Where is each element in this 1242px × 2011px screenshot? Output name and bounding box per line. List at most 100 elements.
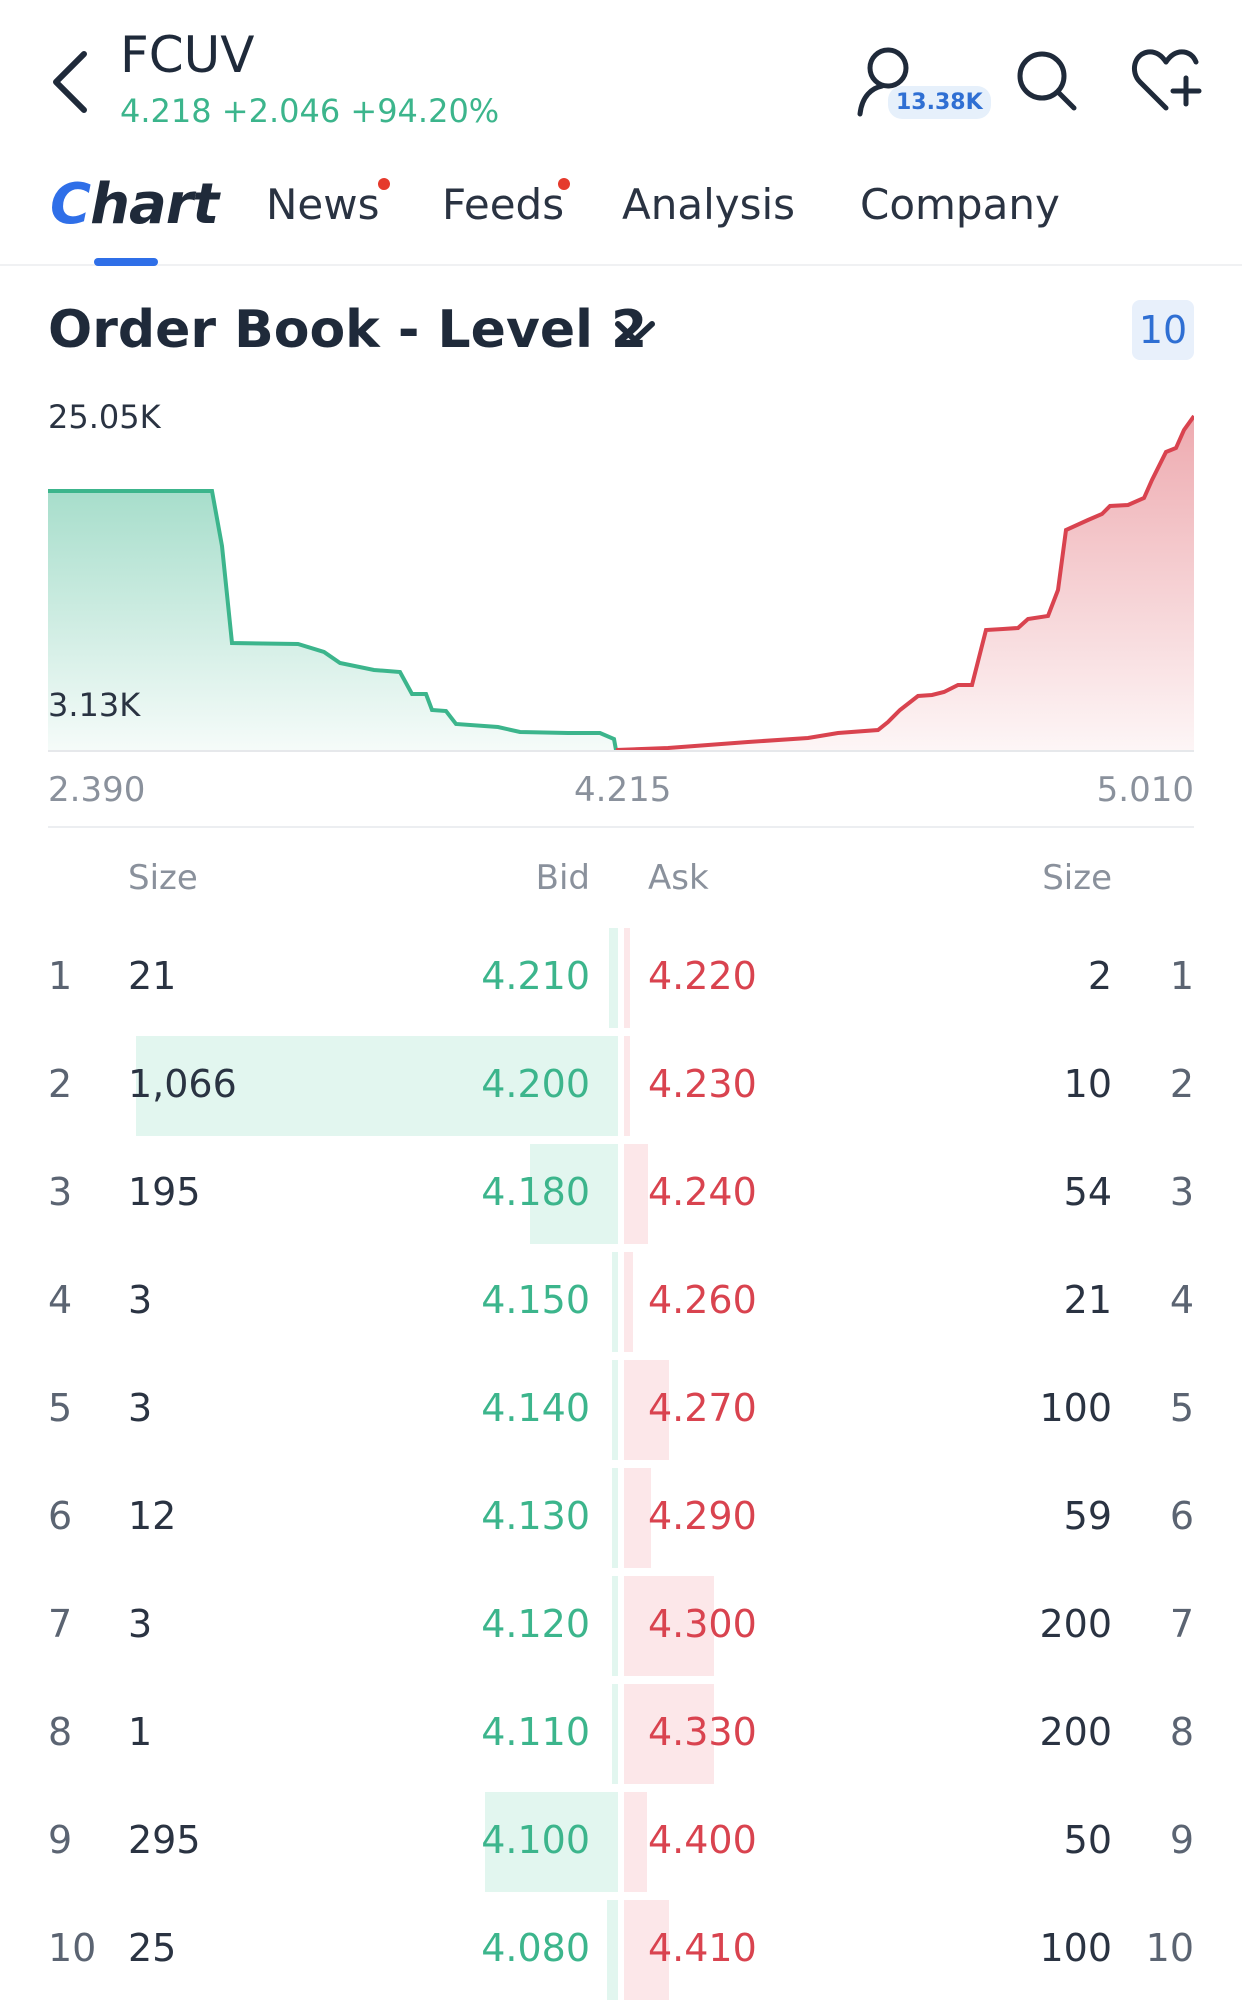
ask-size-bar <box>624 928 630 1028</box>
ask-size: 100 <box>1039 1926 1112 1970</box>
bid-level-index: 6 <box>48 1494 73 1538</box>
order-book-row[interactable]: 7 3 4.120 4.300 200 7 <box>0 1572 1242 1680</box>
bid-size-bar <box>609 928 618 1028</box>
bid-size-bar <box>485 1792 618 1892</box>
ask-size: 10 <box>1063 1062 1112 1106</box>
user-follow-icon[interactable] <box>852 44 922 118</box>
order-book-row[interactable]: 9 295 4.100 4.400 50 9 <box>0 1788 1242 1896</box>
bid-price: 4.120 <box>481 1602 590 1646</box>
ask-level-index: 8 <box>1169 1710 1194 1754</box>
ask-size-bar <box>624 1252 633 1352</box>
bid-depth-area <box>48 491 614 750</box>
bid-size: 3 <box>128 1278 153 1322</box>
bid-level-index: 4 <box>48 1278 73 1322</box>
bid-size: 1,066 <box>128 1062 237 1106</box>
bid-level-index: 7 <box>48 1602 73 1646</box>
bid-price: 4.210 <box>481 954 590 998</box>
ask-level-index: 10 <box>1145 1926 1194 1970</box>
chevron-down-icon[interactable] <box>612 316 658 348</box>
ask-size-bar <box>624 1792 647 1892</box>
tab-feeds[interactable]: Feeds <box>442 180 565 229</box>
bid-depth-line <box>48 489 618 751</box>
news-notification-dot <box>378 178 390 190</box>
bid-size-bar <box>612 1684 618 1784</box>
ask-header: Ask <box>648 858 709 898</box>
bid-price: 4.200 <box>481 1062 590 1106</box>
bid-size-bar <box>612 1468 618 1568</box>
bid-header: Bid <box>535 858 590 898</box>
ask-price: 4.270 <box>648 1386 757 1430</box>
ask-size: 200 <box>1039 1602 1112 1646</box>
depth-y-max-label: 25.05K <box>48 398 161 436</box>
tab-bar: Chart News Feeds Analysis Company <box>0 150 1242 266</box>
tab-analysis[interactable]: Analysis <box>622 180 796 229</box>
ask-price: 4.400 <box>648 1818 757 1862</box>
bid-size-bar <box>612 1576 618 1676</box>
bid-size: 1 <box>128 1710 153 1754</box>
order-book-row[interactable]: 10 25 4.080 4.410 100 10 <box>0 1896 1242 2004</box>
bid-size-header: Size <box>128 858 198 898</box>
price-quote: 4.218 +2.046 +94.20% <box>120 92 500 130</box>
bid-price: 4.150 <box>481 1278 590 1322</box>
ask-price: 4.410 <box>648 1926 757 1970</box>
order-book-title[interactable]: Order Book - Level 2 <box>48 300 648 360</box>
tab-company[interactable]: Company <box>860 180 1060 229</box>
ask-price: 4.240 <box>648 1170 757 1214</box>
ask-price: 4.300 <box>648 1602 757 1646</box>
bid-size-bar <box>607 1900 618 2000</box>
bid-size: 3 <box>128 1602 153 1646</box>
ask-depth-line <box>615 414 1194 752</box>
feeds-notification-dot <box>558 178 570 190</box>
search-icon[interactable] <box>1012 46 1082 116</box>
bid-size: 195 <box>128 1170 201 1214</box>
ask-level-index: 7 <box>1169 1602 1194 1646</box>
ask-size-bar <box>624 1144 648 1244</box>
chart-divider <box>48 826 1194 828</box>
ask-level-index: 6 <box>1169 1494 1194 1538</box>
ask-price: 4.230 <box>648 1062 757 1106</box>
order-book-row[interactable]: 4 3 4.150 4.260 21 4 <box>0 1248 1242 1356</box>
order-book-row[interactable]: 1 21 4.210 4.220 2 1 <box>0 924 1242 1032</box>
ask-size: 21 <box>1063 1278 1112 1322</box>
bid-price: 4.100 <box>481 1818 590 1862</box>
ask-level-index: 1 <box>1169 954 1194 998</box>
ask-size-bar <box>624 1468 651 1568</box>
ticker-symbol: FCUV <box>120 26 255 84</box>
ask-size-bar <box>624 1576 714 1676</box>
bid-size: 3 <box>128 1386 153 1430</box>
order-book-row[interactable]: 6 12 4.130 4.290 59 6 <box>0 1464 1242 1572</box>
back-arrow-icon[interactable] <box>46 46 94 118</box>
tab-news[interactable]: News <box>266 180 380 229</box>
depth-chart <box>48 414 1194 752</box>
ask-price: 4.260 <box>648 1278 757 1322</box>
bid-size: 295 <box>128 1818 201 1862</box>
bid-price: 4.110 <box>481 1710 590 1754</box>
ask-size: 50 <box>1063 1818 1112 1862</box>
order-book-row[interactable]: 5 3 4.140 4.270 100 5 <box>0 1356 1242 1464</box>
ask-level-index: 2 <box>1169 1062 1194 1106</box>
ask-size-bar <box>624 1900 669 2000</box>
add-to-watchlist-icon[interactable] <box>1130 44 1204 116</box>
ask-size: 59 <box>1063 1494 1112 1538</box>
bid-level-index: 8 <box>48 1710 73 1754</box>
bid-size: 21 <box>128 954 177 998</box>
tab-chart[interactable]: Chart <box>50 172 219 237</box>
order-book-row[interactable]: 3 195 4.180 4.240 54 3 <box>0 1140 1242 1248</box>
bid-price: 4.130 <box>481 1494 590 1538</box>
bid-level-index: 5 <box>48 1386 73 1430</box>
bid-size-bar <box>530 1144 618 1244</box>
ask-depth-area <box>616 416 1194 750</box>
bid-size: 12 <box>128 1494 177 1538</box>
bid-level-index: 10 <box>48 1926 97 1970</box>
bid-level-index: 3 <box>48 1170 73 1214</box>
order-book-row[interactable]: 8 1 4.110 4.330 200 8 <box>0 1680 1242 1788</box>
ask-price: 4.330 <box>648 1710 757 1754</box>
bid-price: 4.080 <box>481 1926 590 1970</box>
header: FCUV 4.218 +2.046 +94.20% 13.38K <box>0 0 1242 150</box>
ask-price: 4.220 <box>648 954 757 998</box>
ask-level-index: 9 <box>1169 1818 1194 1862</box>
ask-size-bar <box>624 1360 669 1460</box>
ask-size-bar <box>624 1684 714 1784</box>
depth-level-selector[interactable]: 10 <box>1132 300 1194 360</box>
order-book-row[interactable]: 2 1,066 4.200 4.230 10 2 <box>0 1032 1242 1140</box>
